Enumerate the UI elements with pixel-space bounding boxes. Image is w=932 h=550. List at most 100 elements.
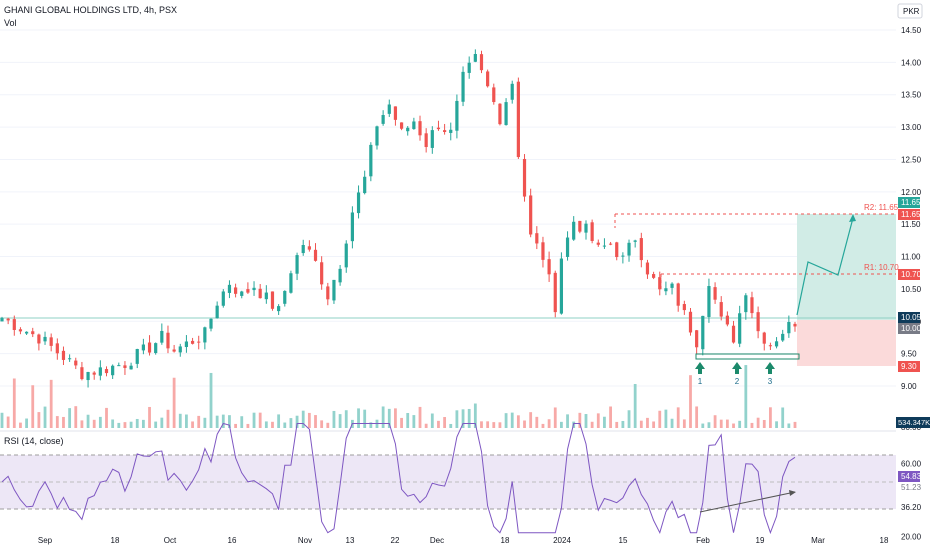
candle-49: [301, 244, 305, 254]
candle-121: [744, 295, 748, 313]
volume-bar-37: [228, 415, 231, 428]
volume-bar-43: [264, 421, 268, 428]
candle-71: [436, 127, 441, 130]
volume-bar-2: [12, 378, 16, 428]
candle-63: [387, 104, 391, 114]
candle-41: [252, 287, 256, 291]
volume-bar-24: [148, 406, 151, 428]
candle-77: [473, 53, 477, 62]
volume-bar-55: [338, 414, 342, 428]
price-tick-4: 12.50: [901, 155, 922, 164]
candle-23: [141, 344, 145, 351]
volume-bar-51: [314, 415, 317, 428]
candle-36: [221, 291, 225, 306]
volume-bar-44: [271, 421, 274, 428]
volume-bar-11: [68, 408, 72, 428]
price-tick-11: 9.00: [901, 382, 917, 391]
volume-bar-31: [191, 421, 194, 428]
target-zone: [797, 214, 896, 320]
candle-13: [80, 367, 84, 380]
volume-bar-40: [246, 423, 250, 428]
bottom-marker-1: 1: [698, 377, 703, 386]
volume-bar-46: [283, 422, 287, 428]
volume-bar-17: [105, 407, 108, 428]
candle-6: [37, 334, 41, 344]
candles: [0, 49, 797, 388]
candle-1: [6, 318, 10, 321]
volume-bar-129: [793, 421, 797, 428]
volume-bar-3: [19, 422, 22, 428]
volume-bar-68: [418, 406, 422, 428]
volume-bar-81: [498, 422, 502, 428]
time-tick-10: 15: [619, 536, 628, 545]
candle-69: [424, 133, 428, 148]
candle-87: [535, 233, 539, 244]
candle-19: [117, 365, 121, 367]
volume-bar-60: [369, 422, 373, 428]
candle-98: [602, 245, 607, 247]
volume-bar-89: [547, 419, 551, 428]
candle-107: [658, 277, 662, 290]
volume-bar-19: [117, 422, 121, 428]
volume-bar-53: [326, 422, 330, 428]
volume-bar-109: [670, 418, 674, 428]
candle-114: [701, 315, 705, 350]
candle-14: [86, 371, 90, 381]
volume-bar-126: [775, 421, 778, 428]
volume-bar-66: [406, 413, 410, 428]
volume-bar-108: [664, 409, 668, 428]
volume-bar-25: [154, 421, 158, 428]
volume-bar-50: [307, 412, 311, 428]
candle-42: [258, 288, 262, 299]
volume-bar-110: [676, 407, 680, 428]
bottom-marker-2: 2: [735, 377, 740, 386]
candle-123: [756, 312, 760, 332]
candle-16: [98, 367, 102, 376]
volume-bar-26: [160, 417, 164, 428]
candle-97: [596, 242, 600, 245]
volume-bar-33: [203, 417, 207, 428]
candle-29: [178, 346, 182, 353]
volume-bar-13: [80, 420, 84, 428]
volume-bar-14: [86, 414, 90, 428]
candle-103: [633, 240, 637, 242]
volume-bar-1: [6, 416, 10, 428]
volume-bar-123: [756, 417, 760, 428]
candle-44: [270, 291, 275, 309]
projection-path: [796, 217, 854, 316]
volume-bar-100: [615, 421, 619, 428]
svg-text:11.65: 11.65: [901, 210, 921, 219]
candle-45: [277, 306, 281, 312]
candle-59: [363, 176, 367, 194]
volume-bar-76: [467, 408, 471, 428]
candle-60: [369, 144, 373, 177]
candle-105: [645, 262, 650, 275]
volume-bar-118: [725, 419, 729, 428]
candle-119: [731, 325, 736, 343]
candle-0: [0, 318, 4, 322]
volume-bar-98: [603, 416, 606, 428]
volume-bar-38: [234, 423, 237, 428]
volume-bar-34: [209, 372, 213, 428]
volume-bar-99: [609, 406, 612, 428]
volume-bar-87: [535, 416, 539, 428]
candle-129: [793, 323, 797, 327]
volume-bar-80: [492, 422, 496, 428]
bottom-markers: 1 2 3: [695, 362, 775, 386]
candle-32: [197, 341, 201, 343]
rsi-tick-3: 20.00: [901, 532, 922, 541]
rsi-divergence-line: [699, 491, 796, 513]
candle-86: [529, 195, 533, 235]
candle-25: [154, 343, 158, 354]
candle-90: [553, 272, 557, 313]
time-tick-12: 19: [756, 536, 765, 545]
rsi-tick-2: 36.20: [901, 503, 922, 512]
volume-bar-112: [689, 375, 692, 428]
volume-bar-20: [123, 422, 127, 428]
time-tick-14: 18: [880, 536, 889, 545]
candle-39: [240, 291, 244, 296]
candle-85: [522, 158, 527, 197]
volume-bar-125: [769, 407, 772, 428]
candle-84: [516, 81, 520, 158]
